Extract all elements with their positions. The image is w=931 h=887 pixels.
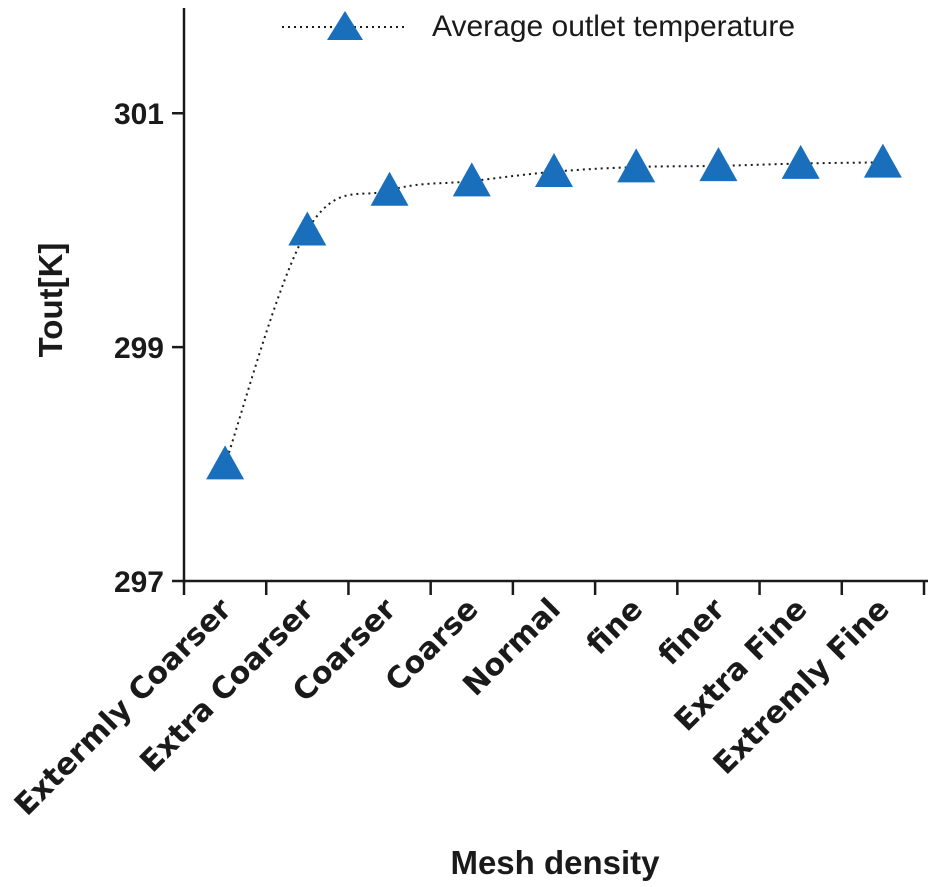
data-point-triangle [863, 143, 902, 178]
legend-label: Average outlet temperature [432, 10, 795, 43]
series-layer [206, 143, 902, 480]
y-tick-label: 301 [114, 98, 164, 131]
data-point-triangle [288, 211, 327, 246]
data-point-triangle [535, 153, 573, 188]
series-line [224, 161, 883, 465]
data-point-triangle [452, 162, 491, 197]
data-point-triangle [370, 171, 409, 206]
y-ticks: 297 299 301 [114, 98, 184, 599]
x-category-label: fine [580, 592, 650, 662]
legend: Average outlet temperature [282, 10, 795, 43]
y-tick-label: 299 [114, 332, 164, 365]
data-point-triangle [699, 147, 738, 182]
data-point-triangle [617, 148, 656, 183]
y-tick-label: 297 [114, 566, 164, 599]
data-point-triangle [781, 144, 820, 179]
data-point-triangle [206, 445, 245, 480]
legend-triangle-marker [327, 11, 363, 40]
x-axis-title: Mesh density [450, 844, 660, 881]
y-axis-title: Tout[K] [32, 243, 69, 358]
